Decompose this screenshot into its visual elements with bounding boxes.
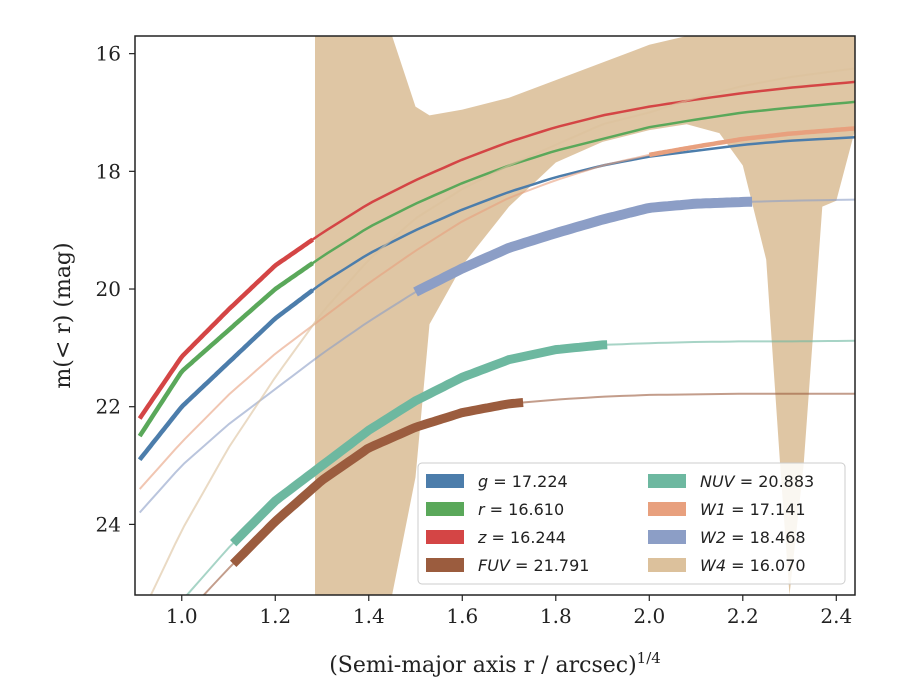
legend-swatch <box>426 474 464 488</box>
thick-line-g <box>137 288 315 462</box>
x-tick-label: 2.0 <box>633 604 665 628</box>
y-tick-label: 18 <box>96 159 121 183</box>
legend-swatch <box>648 502 686 516</box>
legend-label: W2 = 18.468 <box>700 528 806 547</box>
legend-swatch <box>426 558 464 572</box>
x-tick-label: 1.4 <box>353 604 385 628</box>
legend-swatch <box>648 530 686 544</box>
thick-curves <box>137 126 855 567</box>
y-tick-label: 22 <box>96 395 121 419</box>
thick-line-r <box>137 261 314 438</box>
legend-swatch <box>648 558 686 572</box>
legend-swatch <box>426 502 464 516</box>
legend-label: NUV = 20.883 <box>700 472 814 491</box>
x-axis-ticks: 1.0 1.2 1.4 1.6 1.8 2.0 2.2 2.4 <box>166 595 852 628</box>
legend-label: W1 = 17.141 <box>700 500 806 519</box>
x-tick-label: 1.2 <box>259 604 291 628</box>
x-tick-label: 1.0 <box>166 604 198 628</box>
legend-label: FUV = 21.791 <box>478 556 589 575</box>
legend-label: z = 16.244 <box>477 528 566 547</box>
thick-line-fuv <box>230 398 524 567</box>
legend-swatch <box>426 530 464 544</box>
y-axis-ticks: 16 18 20 22 24 <box>96 42 135 536</box>
x-tick-label: 2.2 <box>727 604 759 628</box>
legend: g = 17.224 r = 16.610 z = 16.244 FUV = 21.7… <box>417 462 846 585</box>
line-w4 <box>149 67 855 595</box>
y-tick-label: 20 <box>96 277 121 301</box>
x-tick-label: 2.4 <box>820 604 852 628</box>
thick-line-w2 <box>413 196 753 297</box>
y-tick-label: 16 <box>96 42 121 66</box>
legend-swatch <box>648 474 686 488</box>
y-tick-label: 24 <box>96 512 121 536</box>
plot-frame <box>134 35 856 596</box>
thick-line-z <box>137 237 314 420</box>
thick-line-w1 <box>648 126 855 158</box>
x-axis-title-exponent: 1/4 <box>637 649 661 667</box>
thick-line-nuv <box>230 340 608 547</box>
y-axis-title: m(< r) (mag) <box>51 242 76 388</box>
uncertainty-bands <box>315 36 855 595</box>
x-tick-label: 1.6 <box>446 604 478 628</box>
legend-label: W4 = 16.070 <box>700 556 806 575</box>
legend-label: g = 17.224 <box>478 472 568 491</box>
band-w4 <box>315 36 855 595</box>
legend-box <box>417 462 846 585</box>
legend-label: r = 16.610 <box>478 500 564 519</box>
x-tick-label: 1.8 <box>540 604 572 628</box>
x-axis-title: (Semi-major axis r / arcsec)1/4 <box>329 649 661 678</box>
